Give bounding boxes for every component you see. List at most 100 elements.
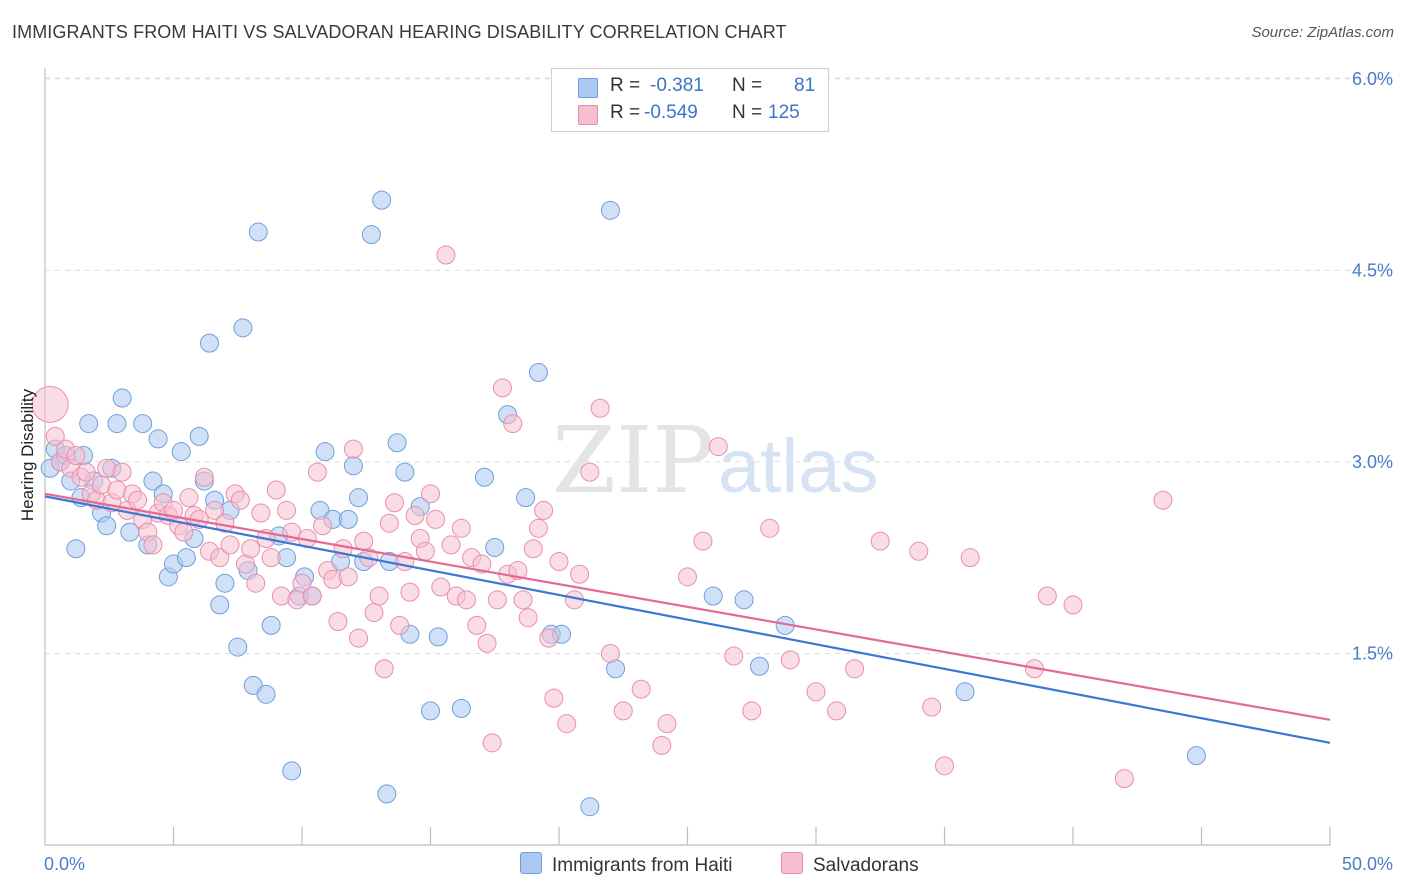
point-salvadoran — [760, 518, 780, 538]
point-salvadoran — [518, 608, 538, 628]
point-salvadoran — [528, 518, 548, 538]
watermark-zip: ZIP — [552, 407, 714, 514]
point-salvadoran — [477, 633, 497, 653]
legend-n-label: N = — [732, 102, 763, 123]
point-haiti — [955, 682, 975, 702]
point-haiti — [315, 442, 335, 462]
point-salvadoran — [600, 643, 620, 663]
point-haiti — [199, 333, 219, 353]
point-haiti — [107, 414, 127, 434]
point-salvadoran — [922, 697, 942, 717]
point-salvadoran — [456, 590, 476, 610]
point-salvadoran — [349, 628, 369, 648]
y-axis-label: Hearing Disability — [18, 388, 37, 521]
point-haiti — [451, 698, 471, 718]
point-salvadoran — [451, 518, 471, 538]
series-salvadorans — [31, 245, 1173, 789]
x-tick-label-min: 0.0% — [44, 854, 85, 874]
stats-legend: R = -0.381 N = 81 R = -0.549 N = 125 — [551, 68, 829, 132]
point-salvadoran — [266, 480, 286, 500]
point-salvadoran — [806, 682, 826, 702]
point-salvadoran — [385, 493, 405, 513]
point-salvadoran — [128, 490, 148, 510]
point-salvadoran — [251, 503, 271, 523]
point-salvadoran — [45, 426, 65, 446]
point-salvadoran — [415, 541, 435, 561]
point-haiti — [528, 363, 548, 383]
point-salvadoran — [590, 398, 610, 418]
point-salvadoran — [426, 509, 446, 529]
point-salvadoran — [66, 446, 86, 466]
point-haiti — [703, 586, 723, 606]
point-salvadoran — [544, 688, 564, 708]
point-salvadoran — [31, 385, 69, 423]
point-salvadoran — [194, 467, 214, 487]
point-salvadoran — [503, 414, 523, 434]
point-haiti — [349, 488, 369, 508]
point-salvadoran — [870, 531, 890, 551]
point-salvadoran — [513, 590, 533, 610]
point-salvadoran — [374, 659, 394, 679]
point-salvadoran — [338, 567, 358, 587]
point-salvadoran — [472, 554, 492, 574]
point-salvadoran — [678, 567, 697, 587]
point-haiti — [1186, 746, 1206, 766]
point-haiti — [485, 537, 505, 557]
point-salvadoran — [708, 437, 728, 457]
point-salvadoran — [343, 439, 363, 459]
point-salvadoran — [369, 586, 389, 606]
point-salvadoran — [1063, 595, 1083, 615]
legend-item-haiti: Immigrants from Haiti — [520, 852, 733, 877]
point-haiti — [421, 701, 440, 721]
point-haiti — [233, 318, 253, 338]
legend-r-label: R = — [610, 102, 641, 123]
point-salvadoran — [307, 462, 327, 482]
point-haiti — [66, 539, 86, 559]
point-salvadoran — [482, 733, 502, 753]
point-salvadoran — [570, 564, 590, 584]
point-salvadoran — [230, 490, 250, 510]
legend-r-value: -0.381 — [650, 75, 704, 96]
point-salvadoran — [313, 516, 333, 536]
point-salvadoran — [431, 577, 451, 597]
point-salvadoran — [436, 245, 456, 265]
point-salvadoran — [354, 531, 374, 551]
point-haiti — [228, 637, 248, 657]
legend-r-value: -0.549 — [644, 102, 698, 123]
trend-line-salvadorans — [44, 492, 1331, 721]
point-salvadoran — [405, 506, 425, 526]
point-salvadoran — [534, 500, 554, 520]
point-haiti — [261, 615, 281, 635]
point-salvadoran — [845, 659, 865, 679]
point-haiti — [112, 388, 132, 408]
point-salvadoran — [210, 548, 230, 568]
point-haiti — [133, 414, 153, 434]
point-salvadoran — [467, 615, 487, 635]
point-salvadoran — [390, 615, 410, 635]
point-salvadoran — [441, 535, 461, 555]
point-salvadoran — [205, 500, 225, 520]
point-haiti — [215, 573, 235, 593]
point-salvadoran — [328, 612, 348, 632]
legend-label-haiti: Immigrants from Haiti — [552, 855, 733, 876]
point-salvadoran — [742, 701, 762, 721]
legend-swatch-haiti — [520, 852, 542, 874]
point-haiti — [143, 471, 163, 491]
point-haiti — [176, 548, 196, 568]
legend-swatch-salvadorans — [781, 852, 803, 874]
point-haiti — [600, 200, 620, 220]
point-salvadoran — [549, 552, 569, 572]
point-haiti — [377, 784, 397, 804]
point-salvadoran — [557, 714, 577, 734]
y-tick-label: 6.0% — [1352, 69, 1393, 89]
point-salvadoran — [220, 535, 240, 555]
point-salvadoran — [261, 548, 281, 568]
point-haiti — [79, 414, 99, 434]
point-salvadoran — [652, 735, 672, 755]
point-haiti — [148, 429, 168, 449]
point-haiti — [516, 488, 536, 508]
point-salvadoran — [780, 650, 800, 670]
legend-n-value: 81 — [794, 75, 816, 96]
point-salvadoran — [523, 539, 543, 559]
point-haiti — [171, 442, 191, 462]
